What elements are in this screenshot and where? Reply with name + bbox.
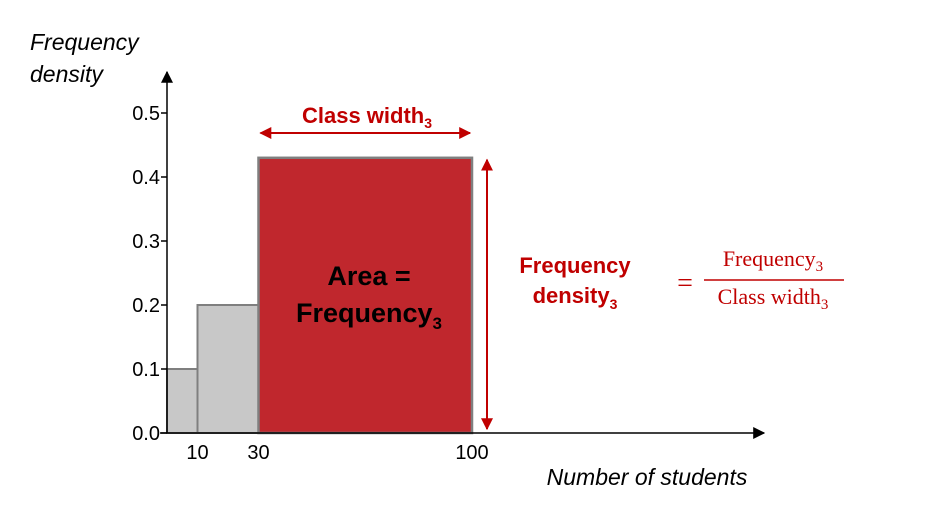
frequency-density-label-2: density3 bbox=[533, 283, 618, 312]
area-label-line1: Area = bbox=[327, 261, 410, 291]
area-label-frequency: Frequency3 bbox=[296, 298, 442, 333]
area-label-line2: Frequency bbox=[296, 298, 433, 328]
formula-numerator-subscript: 3 bbox=[816, 259, 824, 275]
formula-denominator-subscript: 3 bbox=[821, 297, 829, 313]
y-tick-label: 0.5 bbox=[132, 103, 160, 125]
histogram-bar-3 bbox=[257, 156, 474, 435]
class-width-text: Class width bbox=[302, 103, 424, 128]
x-tick-label: 100 bbox=[455, 442, 488, 464]
formula-equals: = bbox=[677, 268, 693, 299]
frequency-density-label: Frequency bbox=[519, 253, 631, 278]
formula-numerator: Frequency3 bbox=[723, 246, 823, 275]
y-tick-label: 0.2 bbox=[132, 295, 160, 317]
histogram-bars bbox=[166, 156, 474, 435]
formula-denominator: Class width3 bbox=[718, 284, 829, 313]
class-width-label: Class width3 bbox=[302, 103, 432, 131]
x-tick-label: 30 bbox=[247, 442, 269, 464]
area-label-subscript: 3 bbox=[433, 314, 442, 333]
x-axis-label: Number of students bbox=[547, 464, 748, 490]
y-tick-label: 0.4 bbox=[132, 167, 160, 189]
frequency-density-subscript: 3 bbox=[610, 296, 618, 312]
x-tick-label: 10 bbox=[186, 442, 208, 464]
y-axis-label-line1: Frequency bbox=[30, 29, 140, 55]
y-tick-label: 0.3 bbox=[132, 231, 160, 253]
y-axis-ticks: 0.0 0.1 0.2 0.3 0.4 0.5 bbox=[132, 103, 167, 445]
formula-numerator-text: Frequency bbox=[723, 246, 816, 271]
y-tick-label: 0.1 bbox=[132, 359, 160, 381]
formula-denominator-text: Class width bbox=[718, 284, 821, 309]
histogram-bar-2 bbox=[196, 304, 260, 434]
y-axis-label: Frequency density bbox=[30, 29, 145, 87]
frequency-density-line1: Frequency bbox=[519, 253, 631, 278]
y-tick-label: 0.0 bbox=[132, 423, 160, 445]
frequency-density-line2: density bbox=[533, 283, 611, 308]
class-width-subscript: 3 bbox=[424, 115, 432, 131]
area-label: Area = bbox=[327, 261, 410, 291]
x-axis-ticks: 10 30 100 bbox=[186, 442, 488, 464]
y-axis-label-line2: density bbox=[30, 61, 104, 87]
histogram-bar-1 bbox=[166, 368, 199, 434]
